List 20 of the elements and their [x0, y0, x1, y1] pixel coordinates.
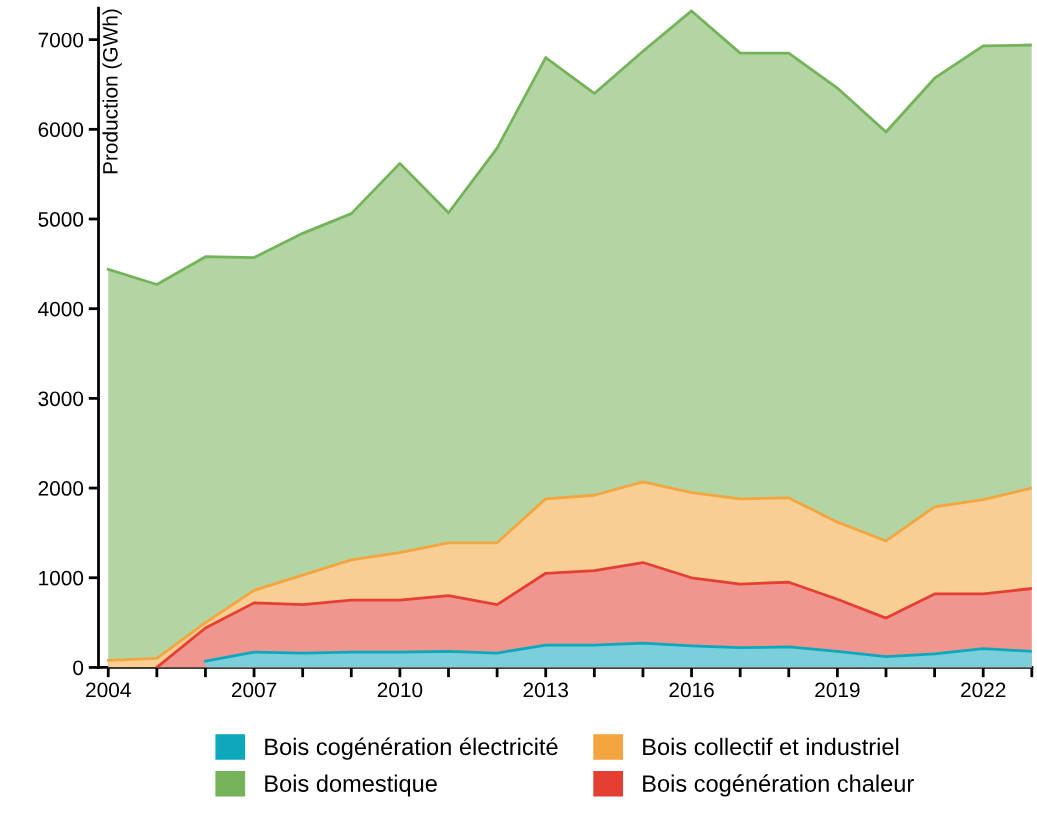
x-tick-label: 2016 — [669, 682, 714, 698]
y-axis-title: Production (GWh) — [102, 9, 122, 174]
x-tick-label: 2022 — [961, 682, 1006, 698]
y-tick-label: 7000 — [38, 32, 84, 48]
legend-label: Bois domestique — [265, 774, 437, 797]
legend-label: Bois collectif et industriel — [643, 737, 899, 756]
y-tick-label: 1000 — [39, 570, 84, 586]
y-tick-label: 0 — [73, 660, 84, 676]
y-tick-label: 5000 — [38, 212, 84, 227]
legend-label: Bois cogénération électricité — [265, 737, 558, 760]
legend-label: Bois cogénération chaleur — [643, 774, 914, 797]
y-tick-label: 6000 — [38, 122, 84, 138]
y-tick-label: 3000 — [38, 391, 84, 407]
y-tick-label: 4000 — [38, 301, 84, 317]
y-tick-label: 2000 — [38, 481, 84, 496]
x-tick-label: 2019 — [815, 682, 860, 698]
x-tick-label: 2004 — [86, 682, 131, 698]
x-tick-label: 2013 — [523, 682, 568, 698]
x-tick-label: 2007 — [231, 682, 277, 698]
x-tick-label: 2010 — [377, 682, 423, 698]
